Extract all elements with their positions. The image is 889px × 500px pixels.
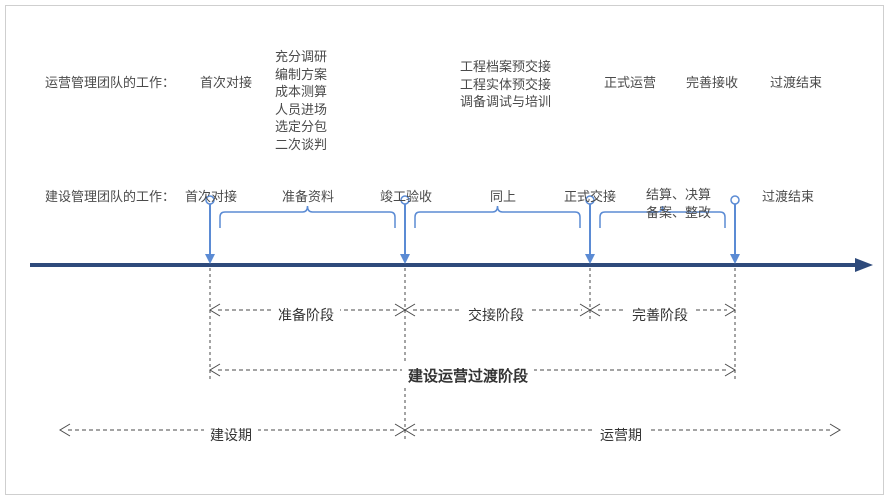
- ops-item-0: 首次对接: [200, 72, 252, 91]
- build-item-5: 结算、决算 备案、整改: [646, 186, 711, 221]
- ops-item-4: 完善接收: [686, 72, 738, 91]
- marker-arrow-m3: [585, 254, 595, 264]
- ops-team-title: 运营管理团队的工作：: [45, 72, 175, 91]
- stage-label-2-0: 建设期: [210, 425, 252, 445]
- marker-arrow-m2: [400, 254, 410, 264]
- ops-item-3: 正式运营: [604, 72, 656, 91]
- stage-2-1-arrow-right: [830, 424, 840, 436]
- stage-label-0-1: 交接阶段: [468, 305, 524, 325]
- build-item-0: 首次对接: [185, 186, 237, 205]
- marker-arrow-m1: [205, 254, 215, 264]
- marker-arrow-m4: [730, 254, 740, 264]
- ops-item-5: 过渡结束: [770, 72, 822, 91]
- stage-label-0-2: 完善阶段: [632, 305, 688, 325]
- build-item-3: 同上: [490, 186, 516, 205]
- stage-label-0-0: 准备阶段: [278, 305, 334, 325]
- build-item-6: 过渡结束: [762, 186, 814, 205]
- stage-label-1-0: 建设运营过渡阶段: [408, 365, 528, 386]
- stage-1-0-arrow-right: [725, 364, 735, 376]
- bracket-0: [220, 206, 395, 228]
- build-item-2: 竣工验收: [380, 186, 432, 205]
- timeline-arrowhead: [855, 258, 873, 272]
- ops-item-2: 工程档案预交接 工程实体预交接 调备调试与培训: [460, 58, 551, 111]
- build-item-1: 准备资料: [282, 186, 334, 205]
- stage-label-2-1: 运营期: [600, 425, 642, 445]
- stage-2-0-arrow-right: [395, 424, 405, 436]
- bracket-1: [415, 206, 580, 228]
- build-item-4: 正式交接: [564, 186, 616, 205]
- marker-head-m4: [731, 196, 739, 204]
- build-team-title: 建设管理团队的工作：: [45, 186, 175, 205]
- ops-item-1: 充分调研 编制方案 成本测算 人员进场 选定分包 二次谈判: [275, 48, 327, 153]
